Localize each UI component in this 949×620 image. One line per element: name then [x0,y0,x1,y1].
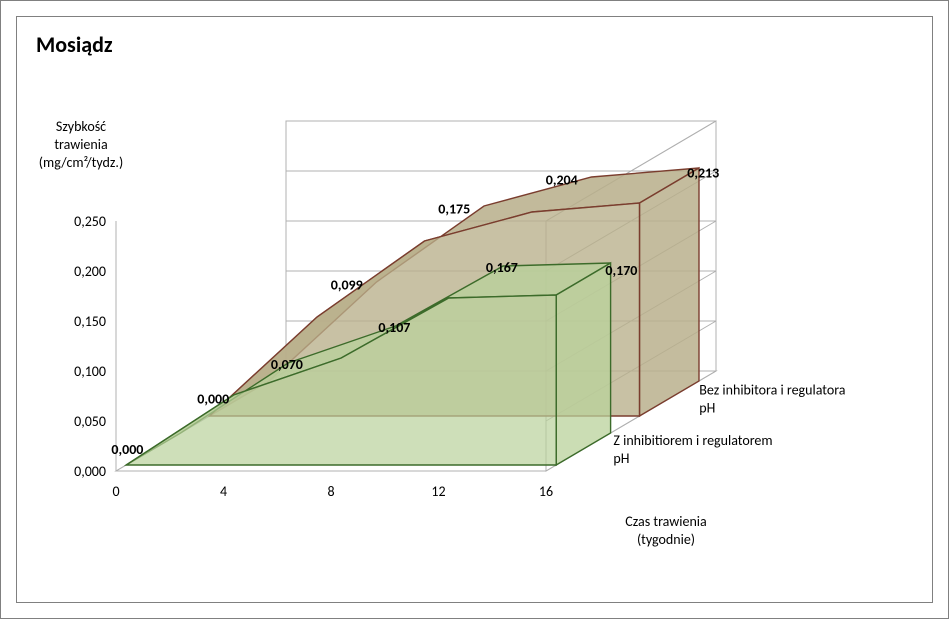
y-axis-title: Szybkość [56,118,106,135]
chart-canvas: 0,000 0,050 0,100 0,150 0,200 0,250 0 4 8 12 16 0,0… [1,1,949,620]
series-label: pH [613,450,629,467]
series-right-cap [640,168,700,416]
y-tick-label: 0,200 [74,263,106,280]
series-right-cap [556,263,610,465]
data-label-back: 0,099 [331,277,363,294]
x-tick-label: 12 [431,483,445,500]
y-axis-title: (mg/cm²/tydz.) [39,154,123,171]
series-label: pH [699,400,715,417]
x-tick-label: 8 [327,483,334,500]
series-label: Bez inhibitora i regulatora [699,382,845,399]
y-axis-title: trawienia [54,136,107,153]
data-label-back: 0,000 [197,391,229,408]
data-label-front: 0,070 [271,356,303,373]
data-label-back: 0,213 [687,165,719,182]
data-label-front: 0,170 [605,262,637,279]
x-tick-label: 0 [112,483,119,500]
chart-frame: Mosiądz 0,0000,0500,1000,1500,2000,25004… [0,0,949,619]
data-label-back: 0,175 [438,201,470,218]
y-tick-label: 0,000 [74,463,106,480]
y-tick-label: 0,250 [74,213,106,230]
x-tick-label: 4 [220,483,227,500]
y-tick-label: 0,150 [74,313,106,330]
series-label: Z inhibitiorem i regulatorem [613,432,772,449]
data-label-back: 0,204 [546,172,578,189]
data-label-front: 0,167 [486,259,518,276]
data-label-front: 0,000 [111,441,143,458]
y-tick-label: 0,100 [74,363,106,380]
data-label-front: 0,107 [378,319,410,336]
x-axis-title: Czas trawienia [625,513,706,530]
x-tick-label: 16 [539,483,553,500]
y-tick-label: 0,050 [74,413,106,430]
x-axis-title: (tygodnie) [637,531,695,548]
